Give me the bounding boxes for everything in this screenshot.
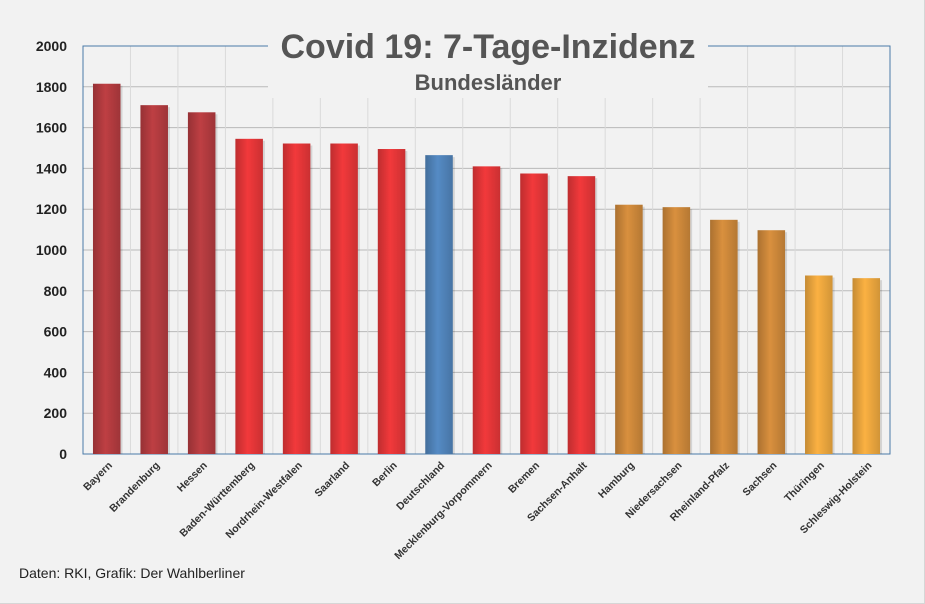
- x-tick-label: Deutschland: [394, 460, 447, 513]
- x-tick-label: Hessen: [175, 460, 210, 495]
- y-tick-label: 1200: [36, 201, 67, 217]
- x-tick-label: Berlin: [370, 460, 400, 490]
- source-note: Daten: RKI, Grafik: Der Wahlberliner: [19, 565, 245, 581]
- bar-niedersachsen: [662, 207, 691, 454]
- x-tick-label: Sachsen: [740, 460, 779, 499]
- bar-rheinland-pfalz: [710, 219, 738, 454]
- bar-sachsen-anhalt: [567, 176, 596, 455]
- y-tick-label: 800: [44, 283, 68, 299]
- y-tick-label: 0: [59, 446, 67, 462]
- bar-hessen: [187, 112, 216, 455]
- chart-subtitle: Bundesländer: [415, 70, 562, 95]
- y-tick-label: 1000: [36, 242, 67, 258]
- y-tick-label: 200: [44, 405, 68, 421]
- y-tick-label: 1600: [36, 120, 67, 136]
- y-axis-ticks: 0 200 400 600 800 1000 1200 1400 1600 1800 2000: [36, 38, 67, 462]
- bar-saarland: [330, 143, 358, 454]
- y-tick-label: 1400: [36, 160, 67, 176]
- x-tick-label: Mecklenburg-Vorpommern: [392, 460, 494, 562]
- bar-mecklenburg-vorpommern: [472, 166, 501, 455]
- bar-bremen: [520, 173, 548, 454]
- bar-brandenburg: [140, 105, 168, 454]
- bar-baden-w-rttemberg: [235, 138, 263, 454]
- x-tick-label: Hamburg: [596, 460, 637, 501]
- y-tick-label: 600: [44, 324, 68, 340]
- chart-title: Covid 19: 7-Tage-Inzidenz: [281, 28, 696, 66]
- y-tick-label: 2000: [36, 38, 67, 54]
- bar-bayern: [92, 83, 121, 455]
- bars: [92, 83, 883, 455]
- bar-schleswig-holstein: [852, 278, 881, 454]
- x-tick-label: Saarland: [312, 460, 352, 500]
- bar-hamburg: [615, 204, 643, 454]
- x-tick-label: Thüringen: [782, 460, 827, 505]
- y-tick-label: 400: [44, 364, 68, 380]
- bar-berlin: [377, 149, 406, 454]
- title-background: [268, 26, 708, 98]
- bar-th-ringen: [805, 275, 833, 454]
- x-tick-label: Brandenburg: [107, 460, 162, 515]
- bar-deutschland: [425, 155, 453, 454]
- bar-sachsen: [757, 230, 786, 454]
- bar-nordrhein-westfalen: [282, 143, 311, 454]
- x-tick-label: Bremen: [506, 460, 542, 496]
- y-tick-label: 1800: [36, 79, 67, 95]
- x-tick-label: Bayern: [81, 460, 115, 494]
